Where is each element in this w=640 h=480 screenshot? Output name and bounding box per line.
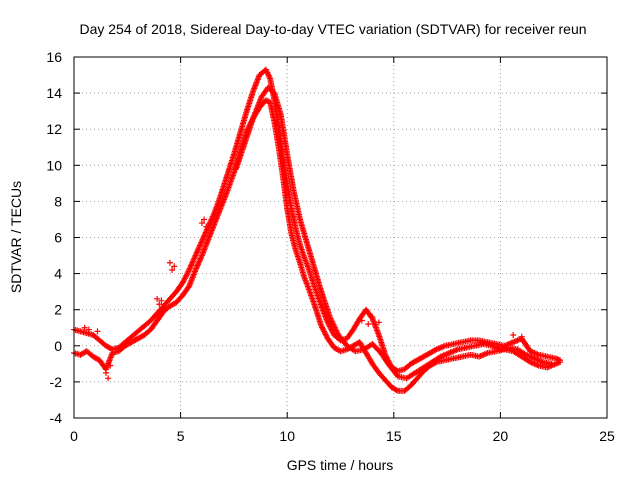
y-tick-label: 12 xyxy=(46,121,62,137)
y-tick-label: 14 xyxy=(46,85,62,101)
data-point-scatter-fragments xyxy=(203,223,210,230)
x-tick-label: 25 xyxy=(599,428,615,444)
data-point-scatter-fragments xyxy=(107,362,114,369)
chart-title: Day 254 of 2018, Sidereal Day-to-day VTE… xyxy=(79,21,586,37)
y-tick-label: 10 xyxy=(46,157,62,173)
data-point-track-c xyxy=(548,360,555,367)
data-point-scatter-fragments xyxy=(365,321,372,328)
y-tick-label: -4 xyxy=(50,410,63,426)
data-point-scatter-fragments xyxy=(358,317,365,324)
data-point-scatter-fragments xyxy=(156,301,163,308)
y-tick-label: 16 xyxy=(46,49,62,65)
data-point-scatter-fragments xyxy=(171,263,178,270)
y-tick-label: 4 xyxy=(54,266,62,282)
axis-ticks: 0 5 10 15 20 25 -4 -2 0 2 4 6 8 10 12 14 16 xyxy=(46,49,615,444)
data-point-scatter-fragments xyxy=(158,297,165,304)
data-points xyxy=(71,66,564,394)
data-point-scatter-fragments xyxy=(166,259,173,266)
data-point-scatter-fragments xyxy=(518,333,525,340)
x-tick-label: 15 xyxy=(386,428,402,444)
data-point-scatter-fragments xyxy=(90,331,97,338)
data-point-track-b xyxy=(393,387,400,394)
y-axis-label: SDTVAR / TECUs xyxy=(8,181,24,293)
y-tick-label: 8 xyxy=(54,193,62,209)
data-point-scatter-fragments xyxy=(510,331,517,338)
data-point-scatter-fragments xyxy=(94,328,101,335)
data-point-track-b xyxy=(557,359,564,366)
data-point-track-a xyxy=(432,347,439,354)
data-point-scatter-fragments xyxy=(375,319,382,326)
x-tick-label: 20 xyxy=(493,428,509,444)
x-axis-label: GPS time / hours xyxy=(287,457,394,473)
y-tick-label: 6 xyxy=(54,230,62,246)
data-point-scatter-fragments xyxy=(169,266,176,273)
data-point-scatter-fragments xyxy=(85,326,92,333)
data-point-scatter-fragments xyxy=(81,324,88,331)
data-point-scatter-fragments xyxy=(198,220,205,227)
y-tick-label: 2 xyxy=(54,302,62,318)
data-point-scatter-fragments xyxy=(201,216,208,223)
data-point-scatter-fragments xyxy=(154,295,161,302)
x-tick-label: 5 xyxy=(177,428,185,444)
data-point-scatter-fragments xyxy=(369,313,376,320)
data-point-scatter-fragments xyxy=(160,306,167,313)
x-tick-label: 10 xyxy=(279,428,295,444)
data-point-scatter-fragments xyxy=(102,369,109,376)
data-point-scatter-fragments xyxy=(105,375,112,382)
y-tick-label: 0 xyxy=(54,338,62,354)
y-tick-label: -2 xyxy=(50,374,63,390)
x-tick-label: 0 xyxy=(70,428,78,444)
